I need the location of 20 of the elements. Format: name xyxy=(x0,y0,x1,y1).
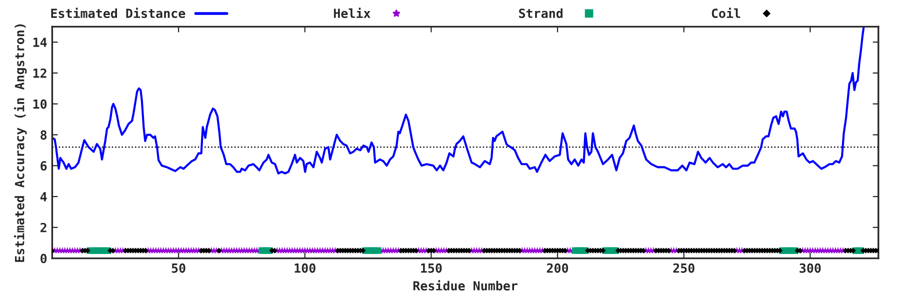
y-tick-label: 8 xyxy=(40,130,47,140)
y-tick-label: 6 xyxy=(40,161,47,171)
y-tick-label: 2 xyxy=(40,222,46,232)
x-tick-label: 50 xyxy=(172,263,186,273)
x-tick-label: 100 xyxy=(294,263,316,273)
legend-label: Estimated Distance xyxy=(51,8,186,18)
legend-label: Helix xyxy=(334,8,370,18)
y-tick-label: 10 xyxy=(33,99,47,109)
x-tick-label: 250 xyxy=(673,263,694,273)
x-axis-title: Residue Number xyxy=(413,280,518,290)
x-tick-label: 200 xyxy=(546,263,568,273)
legend-label: Strand xyxy=(519,8,563,18)
y-tick-label: 14 xyxy=(33,38,47,47)
legend-label: Coil xyxy=(712,8,740,18)
x-tick-label: 150 xyxy=(421,263,442,273)
y-tick-label: 0 xyxy=(40,254,47,264)
y-tick-label: 12 xyxy=(33,68,46,78)
y-axis-title: Estimated Accuracy (in Angstron) xyxy=(14,24,27,262)
x-tick-label: 300 xyxy=(800,263,821,273)
y-tick-label: 4 xyxy=(40,192,47,202)
